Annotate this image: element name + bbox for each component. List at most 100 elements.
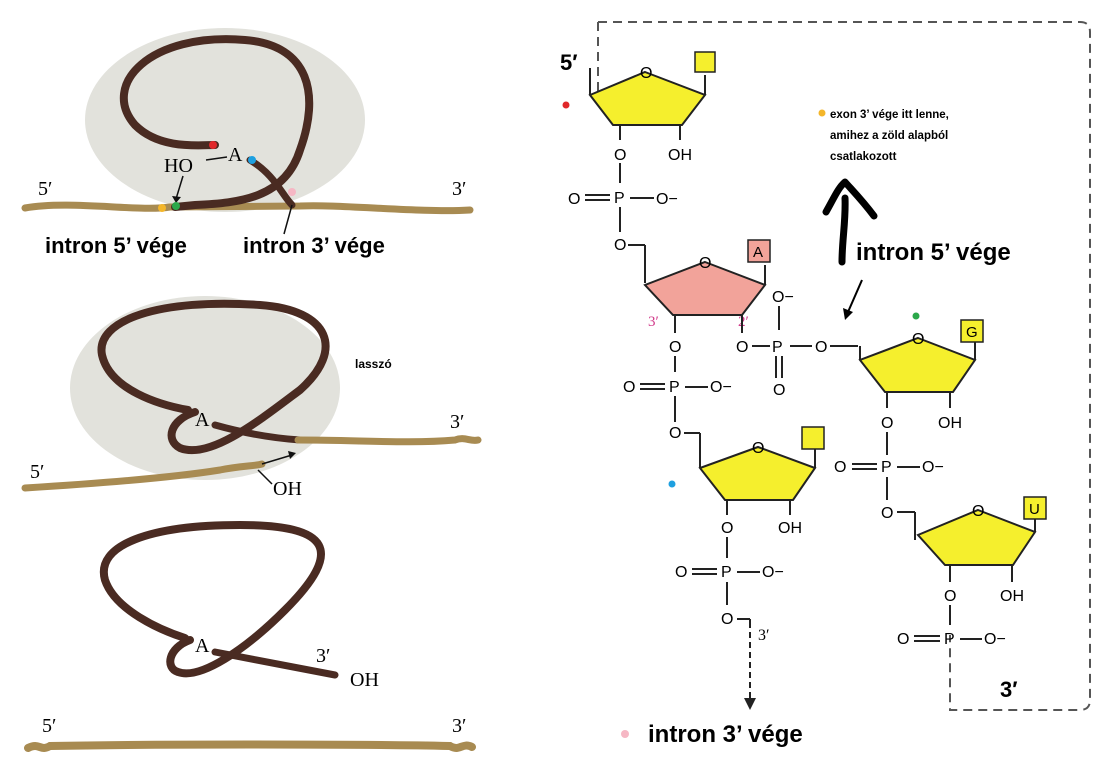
base-box <box>694 51 716 73</box>
o-bridge: O <box>815 339 827 356</box>
panel-1-spliceosome: 5′ 3′ A HO intron 5’ vége intron 3’ vége <box>21 28 474 258</box>
nucleotide-U: O U OH O P O O− <box>897 496 1047 648</box>
upstream-exon <box>21 460 266 492</box>
o-3prime: O <box>669 339 681 356</box>
three-prime-label: 3′ <box>758 627 770 644</box>
three-prime-label: 3′ <box>452 715 466 737</box>
o-5prime: O <box>881 505 893 522</box>
dashed-frame <box>598 21 1091 711</box>
o-minus: O− <box>710 379 732 396</box>
o-double: O <box>834 459 846 476</box>
three-prime-label: 3′ <box>316 645 330 667</box>
intron5-label: intron 5’ vége <box>856 239 1011 266</box>
three-prime-label: 3′ <box>450 411 464 433</box>
ho-label: HO <box>164 155 193 177</box>
note-line-1: exon 3’ vége itt lenne, <box>830 109 949 121</box>
dot-pink <box>288 188 296 196</box>
base-box <box>801 426 825 450</box>
intron-tail <box>246 156 296 209</box>
o-3prime: O <box>614 147 626 164</box>
o-3prime-end: O <box>721 611 733 628</box>
ribose-sugar <box>588 70 707 126</box>
ring-oxygen: O <box>972 503 984 520</box>
exon-strand <box>21 201 474 215</box>
o-5prime: O <box>669 425 681 442</box>
downstream-exon <box>294 435 482 446</box>
o-2prime: O <box>736 339 748 356</box>
dot-blue <box>668 480 676 488</box>
oh-connector <box>257 469 273 485</box>
lariat <box>99 520 325 678</box>
o-3prime: O <box>721 520 733 537</box>
ribose-sugar <box>643 260 767 316</box>
ring-oxygen: O <box>640 65 652 82</box>
dot-red <box>562 101 570 109</box>
o-double: O <box>675 564 687 581</box>
five-prime-label: 5′ <box>30 461 44 483</box>
intron3-label: intron 3’ vége <box>243 233 385 258</box>
attack-arrow <box>175 175 184 200</box>
base-box <box>747 239 771 263</box>
adenine-label: A <box>195 635 210 657</box>
three-prime-label: 3′ <box>452 178 466 200</box>
ribose-sugar <box>858 336 977 393</box>
attack-arrowhead <box>288 451 296 459</box>
base-box <box>1023 496 1047 520</box>
chemical-structure: 5′ 3′ O OH O P O O− O O <box>560 21 1091 748</box>
o-minus: O− <box>762 564 784 581</box>
intron5-pointer <box>847 279 863 313</box>
o-minus: O− <box>772 289 794 306</box>
intron5-pointer-head <box>843 308 853 320</box>
phosphorus: P <box>721 564 732 581</box>
lariat-tail <box>211 648 339 679</box>
o-minus: O− <box>984 631 1006 648</box>
ribose-sugar <box>916 508 1037 566</box>
five-prime-label: 5′ <box>560 50 578 75</box>
ring-oxygen: O <box>752 440 764 457</box>
base-U: U <box>1029 501 1040 518</box>
oh-2prime: OH <box>1000 588 1024 605</box>
dot-blue <box>248 156 256 164</box>
nucleotide-G: O G OH O P O O− O <box>834 319 984 540</box>
nucleotide-1: O OH O P O O− O <box>568 51 716 283</box>
ring-oxygen: O <box>699 255 711 272</box>
lasso-label: lasszó <box>355 357 392 371</box>
dot-green <box>172 202 180 210</box>
o-double: O <box>773 382 785 399</box>
continuation-arrowhead <box>744 698 756 710</box>
intron-lariat <box>97 299 330 455</box>
oh-label: OH <box>350 669 379 691</box>
base-G: G <box>966 324 978 341</box>
oh-2prime: OH <box>938 415 962 432</box>
panel-3-released-lariat: A 3′ OH <box>99 520 379 691</box>
o-double: O <box>897 631 909 648</box>
dot-yellow <box>158 204 166 212</box>
hand-drawn-arrow <box>822 178 878 266</box>
o-minus: O− <box>922 459 944 476</box>
o-3prime: O <box>881 415 893 432</box>
prime3: 3′ <box>648 314 659 330</box>
dot-pink <box>621 730 629 738</box>
oh-2prime: OH <box>668 147 692 164</box>
o-3prime: O <box>944 588 956 605</box>
five-prime-label: 5′ <box>38 178 52 200</box>
o-minus: O− <box>656 191 678 208</box>
attack-arrowhead <box>172 196 181 203</box>
o-double: O <box>623 379 635 396</box>
ho-connector <box>205 156 228 161</box>
attack-arrow <box>261 454 293 465</box>
intron5-label: intron 5’ vége <box>45 233 187 258</box>
three-prime-box-label: 3′ <box>1000 677 1018 702</box>
adenine-label: A <box>228 144 243 166</box>
o-double: O <box>568 191 580 208</box>
joined-exon-strand <box>24 740 476 752</box>
adenine-label: A <box>195 409 210 431</box>
pointer-3 <box>283 204 293 235</box>
phosphorus: P <box>669 379 680 396</box>
nucleotide-4: O OH O P O O− O 3′ <box>675 426 825 710</box>
intron3-label: intron 3’ vége <box>648 721 803 748</box>
base-A: A <box>753 244 763 261</box>
panel-2-lasso: lasszó A 3′ 5′ OH <box>21 296 482 500</box>
dot-green <box>912 312 920 320</box>
